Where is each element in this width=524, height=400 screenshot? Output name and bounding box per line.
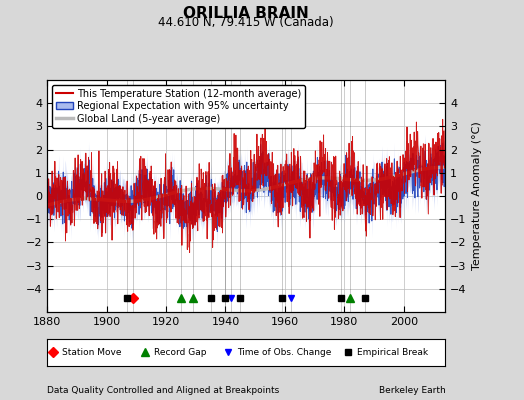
Text: Station Move: Station Move bbox=[62, 348, 122, 357]
Text: Data Quality Controlled and Aligned at Breakpoints: Data Quality Controlled and Aligned at B… bbox=[47, 386, 279, 395]
Text: Record Gap: Record Gap bbox=[154, 348, 206, 357]
Text: Berkeley Earth: Berkeley Earth bbox=[379, 386, 445, 395]
Y-axis label: Temperature Anomaly (°C): Temperature Anomaly (°C) bbox=[472, 122, 482, 270]
Text: Time of Obs. Change: Time of Obs. Change bbox=[237, 348, 332, 357]
Text: 44.610 N, 79.415 W (Canada): 44.610 N, 79.415 W (Canada) bbox=[158, 16, 334, 29]
Text: Empirical Break: Empirical Break bbox=[357, 348, 428, 357]
Text: ORILLIA BRAIN: ORILLIA BRAIN bbox=[183, 6, 309, 21]
Legend: This Temperature Station (12-month average), Regional Expectation with 95% uncer: This Temperature Station (12-month avera… bbox=[52, 85, 305, 128]
